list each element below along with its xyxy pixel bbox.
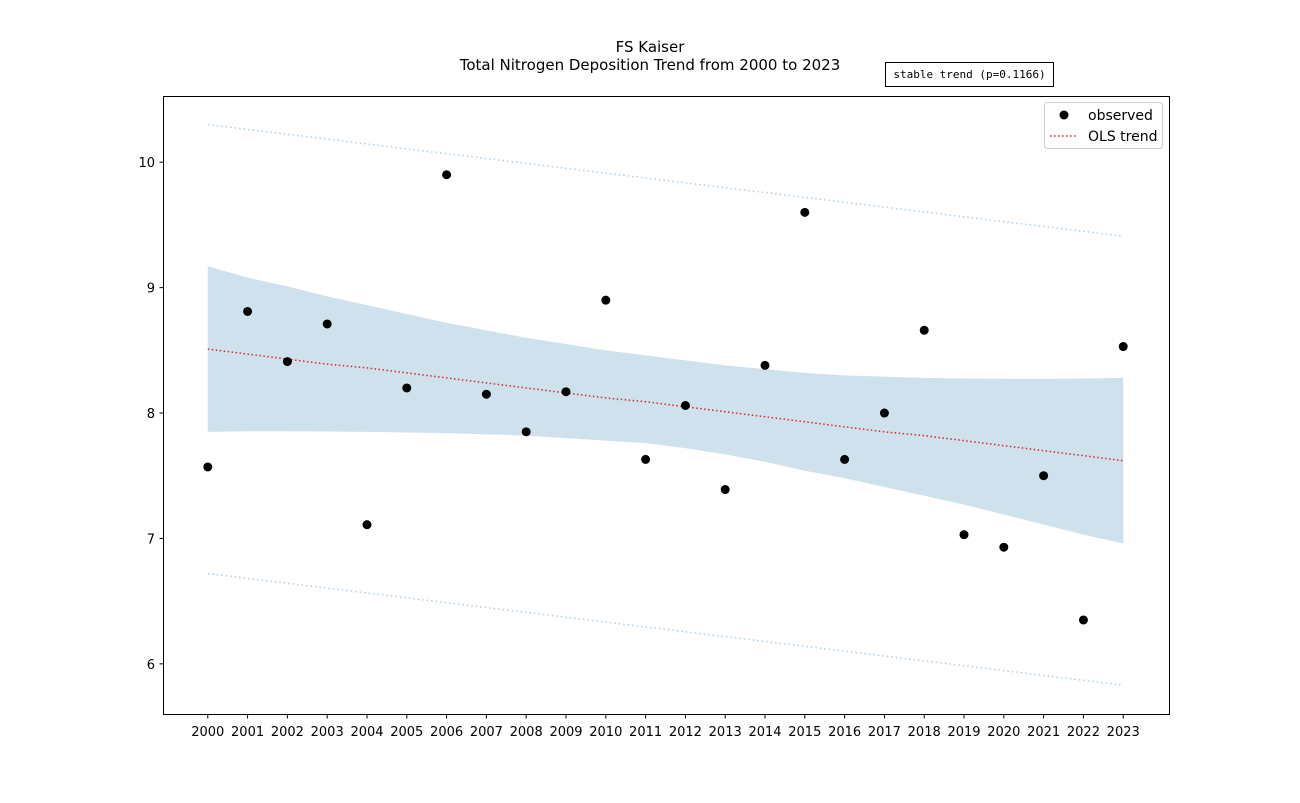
observed-point-2019: [959, 530, 969, 540]
x-tick-label-2016: 2016: [828, 725, 861, 740]
x-tick-label-2022: 2022: [1067, 725, 1100, 740]
observed-point-2022: [1078, 615, 1088, 625]
x-tick-label-2003: 2003: [311, 725, 344, 740]
observed-point-2004: [362, 520, 372, 530]
observed-point-2009: [561, 387, 571, 397]
x-tick-label-2023: 2023: [1107, 725, 1140, 740]
x-tick-label-2017: 2017: [868, 725, 901, 740]
observed-point-2016: [840, 454, 850, 464]
observed-point-2011: [641, 454, 651, 464]
ols-trend-line: [207, 348, 1124, 462]
observed-point-2018: [919, 325, 929, 335]
observed-point-2013: [720, 485, 730, 495]
x-tick-label-2013: 2013: [709, 725, 742, 740]
x-tick-label-2014: 2014: [748, 725, 781, 740]
observed-point-2014: [760, 360, 770, 370]
trend-annotation: stable trend (p=0.1166): [885, 62, 1054, 87]
observed-point-2002: [282, 357, 292, 367]
chart-subtitle: Total Nitrogen Deposition Trend from 200…: [459, 56, 841, 74]
observed-point-2012: [680, 401, 690, 410]
legend-observed-label: observed: [1088, 108, 1153, 124]
legend-observed-marker: [1059, 110, 1069, 120]
x-tick-label-2021: 2021: [1027, 725, 1060, 740]
x-tick-label-2002: 2002: [271, 725, 304, 740]
y-tick-label-6: 6: [147, 658, 155, 673]
x-tick-label-2004: 2004: [350, 725, 383, 740]
prediction-upper-line: [207, 123, 1124, 237]
x-tick-label-2009: 2009: [549, 725, 582, 740]
x-tick-label-2011: 2011: [629, 725, 662, 740]
x-tick-label-2006: 2006: [430, 725, 463, 740]
observed-point-2023: [1118, 342, 1128, 352]
observed-point-2010: [601, 295, 611, 305]
x-tick-label-2001: 2001: [231, 725, 264, 740]
y-tick-label-7: 7: [147, 532, 155, 547]
prediction-lower-line: [207, 572, 1124, 686]
plot-area: [203, 123, 1128, 686]
trend-annotation-text: stable trend (p=0.1166): [893, 68, 1045, 81]
observed-point-2006: [442, 170, 452, 180]
legend-ols-trend-label: OLS trend: [1088, 129, 1157, 145]
observed-point-2001: [243, 306, 253, 316]
trend-annotation-box: [885, 62, 1054, 87]
x-tick-label-2018: 2018: [908, 725, 941, 740]
x-axis: 2000 2001 2002 2003 2004 2005 2006 2007 2008 2009…: [191, 714, 1140, 740]
observed-point-2017: [879, 408, 889, 418]
observed-point-2005: [402, 383, 412, 393]
x-tick-label-2007: 2007: [470, 725, 503, 740]
observed-point-2000: [203, 462, 213, 472]
y-tick-label-9: 9: [147, 282, 155, 297]
x-tick-label-2019: 2019: [947, 725, 980, 740]
observed-point-2021: [1039, 471, 1049, 481]
x-tick-label-2005: 2005: [390, 725, 423, 740]
observed-point-2015: [800, 207, 810, 217]
observed-point-2007: [481, 389, 491, 399]
x-tick-label-2008: 2008: [510, 725, 543, 740]
observed-point-2020: [999, 542, 1009, 552]
chart-title: FS Kaiser: [616, 38, 686, 56]
legend-box: [1044, 102, 1163, 149]
x-tick-label-2020: 2020: [987, 725, 1020, 740]
legend: observed OLS trend: [1044, 102, 1163, 149]
y-tick-label-10: 10: [138, 156, 155, 171]
x-tick-label-2000: 2000: [191, 725, 224, 740]
y-tick-label-8: 8: [147, 407, 155, 422]
observed-point-2008: [521, 427, 531, 437]
x-tick-label-2015: 2015: [788, 725, 821, 740]
x-tick-label-2012: 2012: [669, 725, 702, 740]
observed-point-2003: [322, 319, 332, 329]
y-axis: 6 7 8 9 10: [138, 156, 164, 673]
x-tick-label-2010: 2010: [589, 725, 622, 740]
plot-frame: [163, 96, 1170, 715]
